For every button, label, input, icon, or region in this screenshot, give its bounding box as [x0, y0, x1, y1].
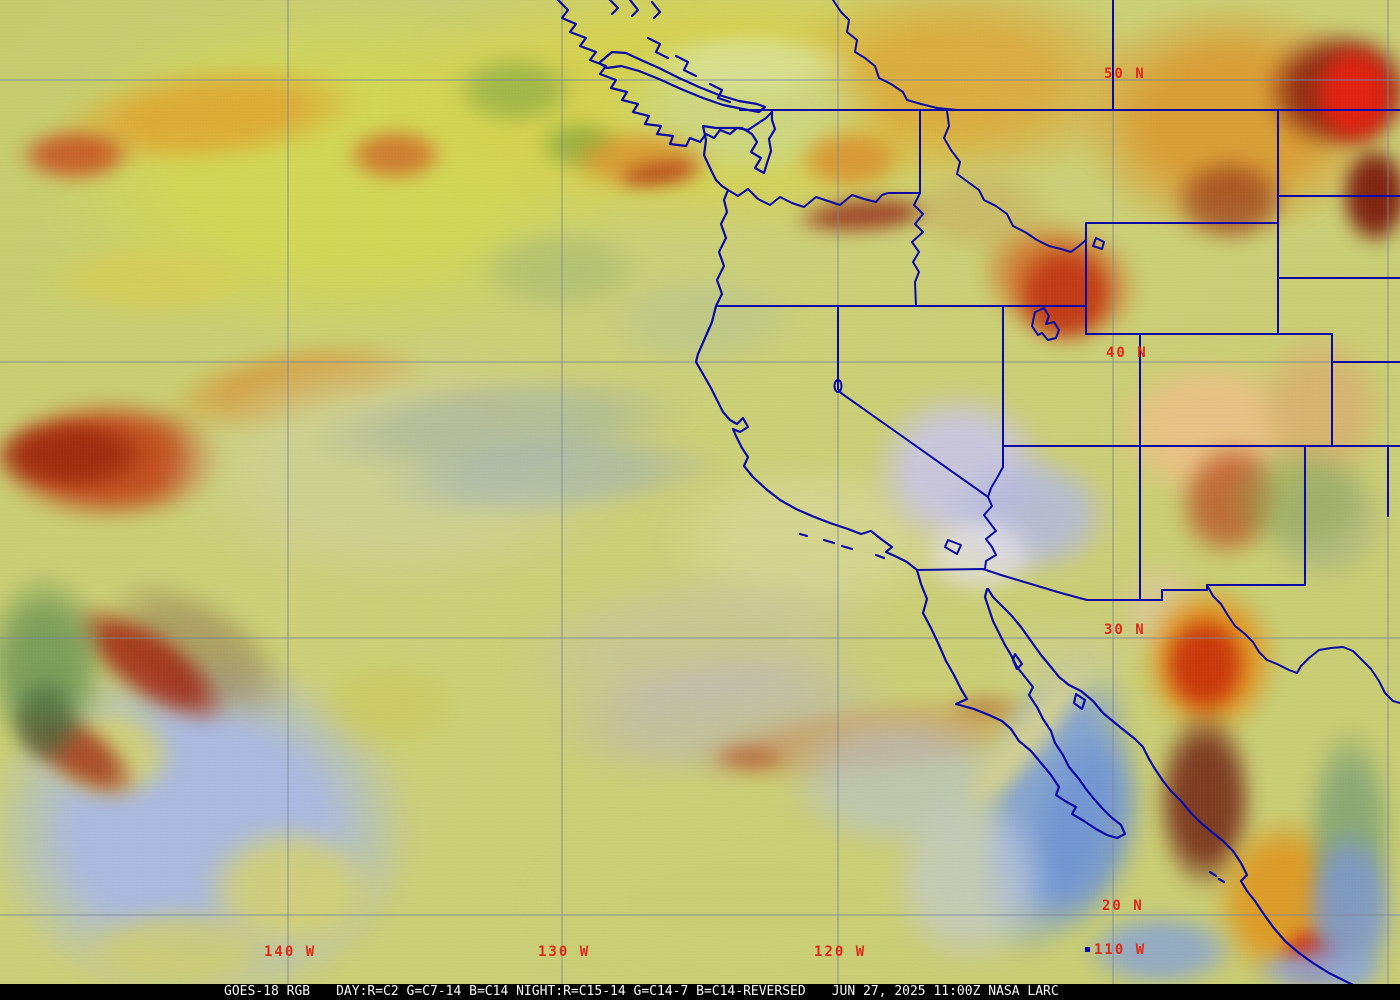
rgb-recipe-label: DAY:R=C2 G=C7-14 B=C14 NIGHT:R=C15-14 G=… [336, 984, 806, 999]
cloud-blob [40, 890, 320, 1000]
lon-label-120w: 120 W [814, 944, 867, 960]
lat-label-20n: 20 N [1102, 898, 1144, 914]
lon-label-130w: 130 W [538, 944, 591, 960]
cloud-blob [860, 760, 1080, 1000]
cloud-blob [0, 230, 300, 330]
puget-sound [701, 110, 777, 175]
bc-alberta-border [832, 0, 1002, 111]
cloud-blob [1150, 140, 1310, 260]
lon-label-140w: 140 W [264, 944, 317, 960]
wa-or-border [727, 188, 921, 208]
ca-nv-border [837, 305, 997, 570]
nv-az-border [987, 445, 1004, 498]
lat-label-50n: 50 N [1104, 66, 1146, 82]
channel-islands [798, 532, 886, 560]
us-mexico-border [916, 568, 1208, 601]
utah-borders [1002, 305, 1141, 447]
lat-label-30n: 30 N [1104, 622, 1146, 638]
cloud-blob [330, 120, 460, 190]
coastline [556, 0, 1385, 1000]
cloud-blob [1060, 900, 1260, 1000]
wyoming-borders [1085, 222, 1333, 335]
id-mt-border [943, 110, 1087, 253]
or-id-border [911, 192, 924, 307]
state-borders [715, 0, 1400, 704]
lakes [833, 237, 1105, 555]
lon-label-110w: 110 W [1094, 942, 1147, 958]
yellowstone-lake [1092, 237, 1105, 250]
bc-fjords-coastline [556, 0, 774, 148]
nm-tx-borders [1206, 445, 1306, 586]
timestamp-label: JUN 27, 2025 11:00Z NASA LARC [831, 984, 1059, 999]
cloud-blob [0, 660, 90, 780]
fjord-inlets [608, 0, 732, 104]
product-label: GOES-18 RGB [224, 984, 311, 999]
vancouver-island [597, 50, 767, 114]
gulf-islands [1011, 652, 1226, 884]
salton-sea [944, 539, 962, 555]
rio-grande-border [1206, 584, 1400, 704]
cloud-blob [0, 120, 150, 190]
west-coast-and-baja [694, 124, 1127, 840]
socorro-island [1085, 947, 1090, 952]
lat-label-40n: 40 N [1106, 345, 1148, 361]
mexico-mainland-coastline [986, 587, 1385, 1000]
cloud-blob [1000, 230, 1130, 360]
great-salt-lake [1031, 307, 1060, 341]
status-bar: GOES-18 RGB DAY:R=C2 G=C7-14 B=C14 NIGHT… [0, 984, 1400, 1000]
